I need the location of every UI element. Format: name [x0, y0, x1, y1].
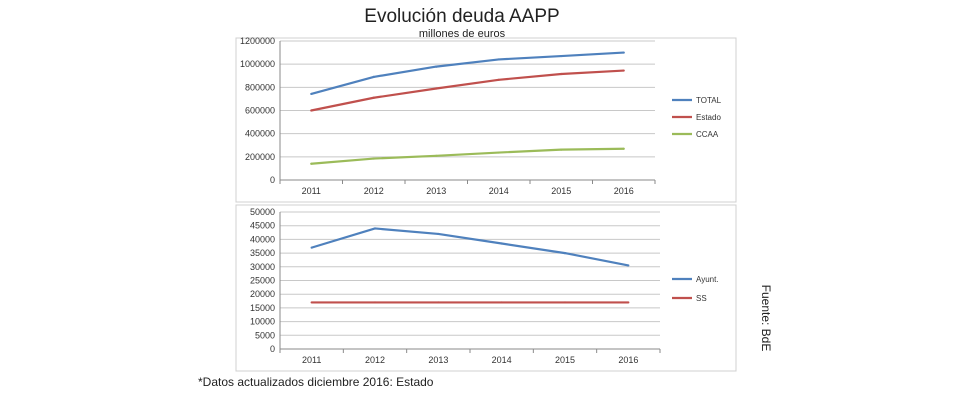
y-tick-label: 1000000	[240, 59, 275, 69]
y-tick-label: 10000	[250, 317, 275, 327]
data-point-estado	[622, 69, 625, 72]
data-point-estado	[310, 109, 313, 112]
bottom-chart-panel: 0 5000 10000 15000 20000 25000 30000 35000 40000…	[235, 204, 737, 372]
data-point-ss	[500, 301, 503, 304]
chart-title: Evolución deuda AAPP	[364, 6, 559, 27]
data-point-ayunt	[563, 252, 567, 255]
y-tick-label: 50000	[250, 207, 275, 217]
x-tick-label: 2013	[428, 355, 448, 365]
data-point-estado	[372, 96, 375, 99]
y-tick-label: 0	[270, 175, 275, 185]
y-tick-label: 1200000	[240, 36, 275, 46]
data-point-total	[622, 51, 625, 54]
data-point-ayunt	[500, 242, 503, 245]
data-point-ss	[310, 301, 313, 304]
y-tick-label: 35000	[250, 248, 275, 258]
data-point-estado	[435, 87, 438, 90]
data-point-ccaa	[310, 162, 313, 165]
y-tick-label: 5000	[255, 330, 275, 340]
data-point-estado	[560, 72, 563, 76]
x-tick-label: 2011	[302, 355, 321, 365]
data-point-ccaa	[497, 151, 500, 154]
data-point-total	[497, 58, 500, 61]
series-line-ayunt	[311, 227, 629, 267]
series-line-total	[310, 51, 624, 95]
data-point-ccaa	[435, 154, 438, 157]
x-tick-label: 2016	[614, 186, 634, 196]
panel-border	[235, 37, 737, 203]
x-tick-label: 2013	[426, 186, 446, 196]
source-note: Fuente: BdE	[759, 285, 773, 352]
x-tick-label: 2015	[551, 186, 571, 196]
x-tick-label: 2014	[489, 186, 509, 196]
data-point-total	[372, 75, 375, 79]
y-tick-label: 40000	[250, 234, 275, 244]
series-line-estado	[311, 69, 624, 112]
data-point-ccaa	[372, 157, 375, 160]
legend-label-ccaa: CCAA	[696, 130, 719, 139]
data-point-ss	[627, 301, 630, 304]
data-point-ayunt	[627, 264, 630, 267]
x-tick-label: 2012	[365, 355, 385, 365]
data-point-total	[310, 92, 313, 96]
legend-label-estado: Estado	[696, 113, 721, 122]
top-chart-panel: 0 200000 400000 600000 800000 1000000 1200000 2…	[235, 36, 737, 203]
data-point-ss	[437, 301, 440, 304]
y-tick-label: 45000	[250, 221, 275, 231]
x-tick-label: 2011	[302, 186, 321, 196]
data-point-ayunt	[437, 232, 440, 236]
data-point-ss	[373, 301, 377, 304]
x-tick-label: 2014	[492, 355, 512, 365]
y-tick-label: 20000	[250, 289, 275, 299]
y-tick-label: 400000	[245, 129, 275, 139]
x-tick-label: 2012	[364, 186, 384, 196]
data-point-ayunt	[373, 227, 377, 230]
y-tick-label: 15000	[250, 303, 275, 313]
y-tick-label: 800000	[245, 82, 275, 92]
footnote: *Datos actualizados diciembre 2016: Esta…	[198, 375, 434, 389]
y-tick-label: 30000	[250, 262, 275, 272]
data-point-ccaa	[560, 148, 563, 151]
data-point-ss	[563, 301, 567, 304]
chart-subtitle: millones de euros	[419, 28, 506, 40]
y-tick-label: 200000	[245, 152, 275, 162]
y-tick-label: 0	[270, 344, 275, 354]
data-point-ccaa	[622, 147, 625, 150]
data-point-total	[435, 65, 438, 68]
x-tick-label: 2015	[555, 355, 575, 365]
data-point-estado	[497, 78, 500, 81]
data-point-total	[560, 54, 563, 58]
y-tick-label: 600000	[245, 106, 275, 116]
data-point-ayunt	[310, 246, 313, 249]
legend-label-ss: SS	[696, 294, 707, 303]
x-tick-label: 2016	[618, 355, 638, 365]
panel-border	[235, 204, 737, 372]
y-tick-label: 25000	[250, 276, 275, 286]
legend-label-total: TOTAL	[696, 96, 722, 105]
legend-label-ayunt: Ayunt.	[696, 275, 719, 284]
series-line-ccaa	[311, 147, 624, 165]
